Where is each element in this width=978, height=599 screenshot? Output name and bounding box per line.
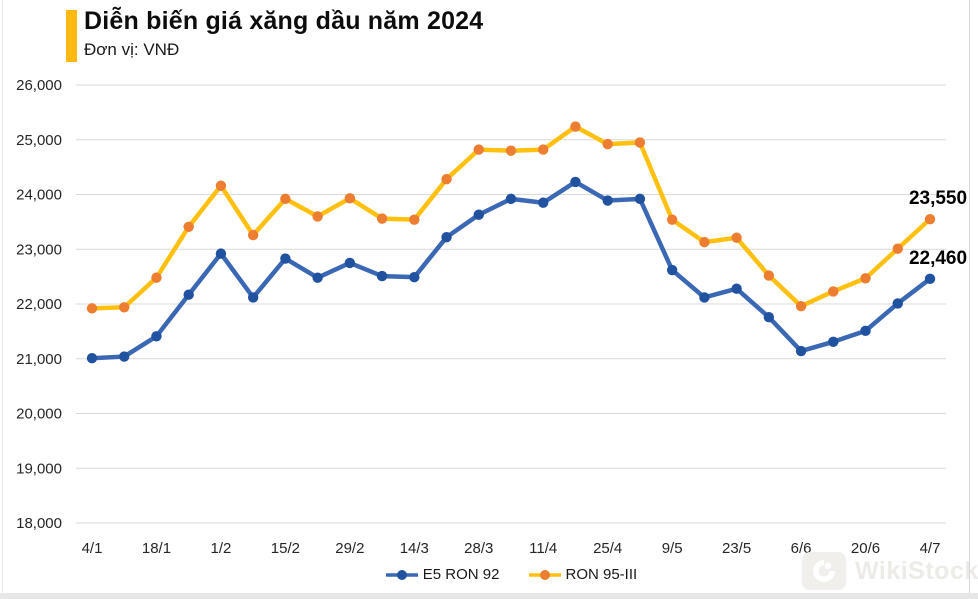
data-point-ron-95-iii — [538, 144, 549, 155]
data-point-ron-95-iii — [828, 286, 839, 297]
chart-subtitle: Đơn vị: VNĐ — [84, 40, 180, 59]
bottom-border-strip — [0, 593, 978, 599]
y-tick-label: 26,000 — [16, 77, 62, 94]
data-point-e5-ron-92 — [151, 331, 162, 342]
data-point-e5-ron-92 — [634, 193, 646, 205]
legend-line-marker-icon — [385, 569, 418, 580]
data-point-e5-ron-92 — [731, 283, 742, 294]
series-line-e5-ron-92 — [89, 179, 933, 361]
legend: E5 RON 92 RON 95-III — [76, 566, 946, 583]
x-tick-label: 9/5 — [662, 540, 683, 557]
legend-line-marker-icon — [528, 569, 561, 580]
y-tick-label: 21,000 — [16, 351, 62, 368]
data-point-e5-ron-92 — [215, 248, 227, 259]
y-tick-label: 18,000 — [16, 515, 62, 532]
data-point-ron-95-iii — [280, 193, 291, 205]
x-tick-label: 4/1 — [82, 540, 103, 557]
data-point-e5-ron-92 — [828, 336, 839, 347]
data-point-e5-ron-92 — [924, 273, 936, 285]
y-tick-label: 22,000 — [16, 296, 62, 313]
data-point-ron-95-iii — [215, 180, 227, 191]
x-tick-label: 14/3 — [400, 540, 429, 557]
data-point-e5-ron-92 — [892, 298, 903, 309]
data-point-e5-ron-92 — [119, 351, 130, 362]
data-point-e5-ron-92 — [699, 292, 710, 303]
data-point-ron-95-iii — [602, 138, 613, 150]
x-tick-label: 6/6 — [791, 540, 812, 557]
x-tick-label: 1/2 — [210, 540, 231, 557]
right-border-line — [969, 0, 970, 593]
y-tick-label: 23,000 — [16, 241, 62, 258]
x-tick-label: 29/2 — [335, 540, 364, 557]
data-point-e5-ron-92 — [570, 176, 581, 188]
end-data-label-ron-95-iii: 23,550 — [909, 188, 967, 209]
x-tick-label: 4/7 — [920, 540, 941, 557]
data-point-e5-ron-92 — [860, 325, 871, 337]
data-point-ron-95-iii — [312, 211, 323, 222]
legend-item-e5-ron-92: E5 RON 92 — [385, 566, 500, 583]
data-point-ron-95-iii — [634, 137, 646, 148]
data-point-ron-95-iii — [505, 145, 517, 156]
data-point-ron-95-iii — [666, 214, 678, 225]
legend-label: E5 RON 92 — [422, 566, 500, 583]
x-tick-label: 15/2 — [271, 540, 300, 557]
data-point-e5-ron-92 — [86, 353, 98, 364]
data-point-ron-95-iii — [763, 270, 775, 281]
x-tick-label: 18/1 — [142, 540, 171, 557]
x-tick-label: 20/6 — [851, 540, 880, 557]
data-point-ron-95-iii — [699, 236, 710, 248]
data-point-ron-95-iii — [892, 243, 903, 254]
x-tick-label: 28/3 — [464, 540, 493, 557]
y-tick-label: 19,000 — [16, 460, 62, 477]
data-point-ron-95-iii — [570, 121, 581, 132]
data-point-e5-ron-92 — [505, 193, 517, 205]
data-point-ron-95-iii — [86, 303, 98, 314]
data-point-e5-ron-92 — [376, 270, 388, 282]
x-tick-label: 25/4 — [593, 540, 622, 557]
data-point-e5-ron-92 — [183, 289, 194, 300]
data-point-ron-95-iii — [183, 221, 194, 233]
data-point-ron-95-iii — [795, 300, 807, 312]
data-point-e5-ron-92 — [247, 292, 259, 303]
title-accent-bar — [66, 10, 77, 62]
chart-title: Diễn biến giá xăng dầu năm 2024 — [84, 7, 484, 35]
y-tick-label: 24,000 — [16, 187, 62, 204]
end-data-label-e5-ron-92: 22,460 — [909, 248, 967, 269]
data-point-e5-ron-92 — [280, 253, 291, 264]
data-point-e5-ron-92 — [538, 197, 549, 208]
data-point-ron-95-iii — [860, 273, 871, 284]
y-tick-label: 25,000 — [16, 132, 62, 149]
legend-item-ron-95-iii: RON 95-III — [528, 566, 638, 583]
data-point-ron-95-iii — [473, 144, 484, 155]
data-point-e5-ron-92 — [409, 271, 420, 283]
data-point-ron-95-iii — [344, 193, 356, 204]
data-point-ron-95-iii — [924, 213, 936, 225]
data-point-e5-ron-92 — [763, 311, 775, 323]
data-point-e5-ron-92 — [795, 345, 807, 357]
data-point-ron-95-iii — [409, 214, 420, 225]
data-point-ron-95-iii — [441, 173, 452, 185]
data-point-e5-ron-92 — [602, 195, 613, 206]
data-point-ron-95-iii — [119, 302, 130, 313]
data-point-e5-ron-92 — [441, 232, 452, 243]
data-point-e5-ron-92 — [344, 257, 356, 269]
x-tick-label: 23/5 — [722, 540, 751, 557]
data-point-e5-ron-92 — [666, 264, 678, 276]
data-point-ron-95-iii — [731, 232, 742, 243]
data-point-e5-ron-92 — [473, 209, 484, 220]
y-tick-label: 20,000 — [16, 406, 62, 423]
left-border-line — [2, 0, 3, 593]
legend-label: RON 95-III — [565, 566, 638, 583]
data-point-ron-95-iii — [247, 229, 259, 241]
data-point-ron-95-iii — [151, 272, 162, 283]
data-point-ron-95-iii — [376, 213, 388, 224]
x-tick-label: 11/4 — [529, 540, 557, 557]
data-point-e5-ron-92 — [312, 272, 323, 283]
